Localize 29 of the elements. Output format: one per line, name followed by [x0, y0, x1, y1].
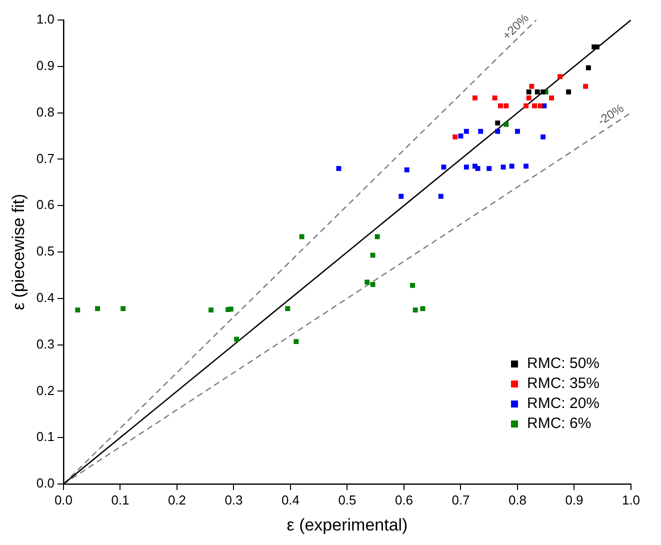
x-axis-title: ε (experimental)	[286, 515, 408, 534]
x-tick-label: 0.1	[111, 492, 130, 508]
legend-label: RMC: 35%	[527, 375, 600, 392]
y-tick-label: 0.5	[36, 244, 54, 259]
y-tick-label: 0.2	[36, 382, 54, 398]
x-tick-label: 0.3	[224, 492, 243, 508]
y-tick-label: 0.8	[36, 104, 54, 120]
x-tick-label: 0.0	[54, 492, 73, 508]
y-tick-label: 0.0	[36, 476, 54, 491]
x-tick-label: 0.7	[452, 492, 470, 508]
x-tick-label: 0.2	[168, 492, 186, 508]
y-tick-label: 0.7	[36, 150, 54, 166]
y-tick-label: 0.4	[36, 290, 54, 305]
legend-label: RMC: 6%	[527, 415, 592, 432]
x-tick-label: 0.5	[338, 492, 356, 508]
annotation: -20%	[595, 100, 626, 128]
legend-label: RMC: 20%	[527, 395, 600, 412]
legend-label: RMC: 50%	[527, 355, 600, 372]
y-tick-label: 0.1	[36, 429, 54, 444]
y-tick-label: 0.9	[36, 58, 54, 73]
y-axis-title: ε (piecewise fit)	[8, 194, 28, 310]
x-tick-label: 1.0	[622, 492, 640, 508]
x-tick-label: 0.9	[565, 492, 584, 508]
y-tick-label: 1.0	[36, 12, 54, 27]
y-tick-label: 0.3	[36, 336, 54, 352]
x-tick-label: 0.4	[281, 492, 300, 508]
x-tick-label: 0.6	[394, 492, 414, 508]
x-tick-label: 0.8	[508, 492, 527, 508]
y-tick-label: 0.6	[36, 197, 54, 212]
